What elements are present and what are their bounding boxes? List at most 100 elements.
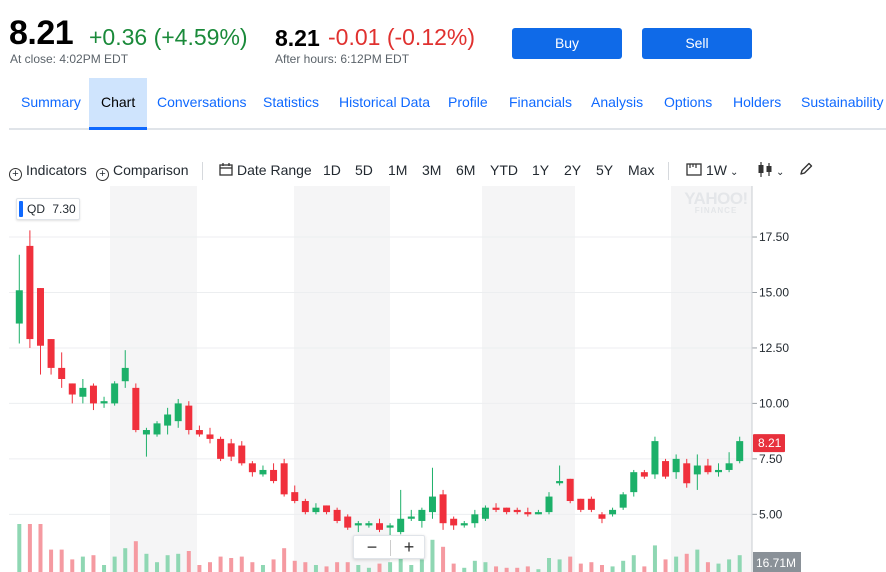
chart-type-dropdown[interactable]: ⌄ bbox=[757, 162, 784, 178]
last-price-tag bbox=[753, 434, 785, 453]
volume-bar bbox=[377, 563, 382, 572]
range-1d[interactable]: 1D bbox=[323, 162, 341, 178]
draw-tool-button[interactable] bbox=[799, 162, 813, 179]
candle-body bbox=[206, 434, 214, 439]
comparison-button[interactable]: + Comparison bbox=[96, 162, 188, 181]
volume-bar bbox=[260, 565, 265, 572]
range-5d[interactable]: 5D bbox=[355, 162, 373, 178]
volume-bar bbox=[652, 545, 657, 572]
candle-body bbox=[333, 509, 341, 521]
tab-financials[interactable]: Financials bbox=[509, 94, 573, 110]
last-price-value: 8.21 bbox=[758, 436, 782, 450]
volume-bar bbox=[578, 563, 583, 572]
buy-button[interactable]: Buy bbox=[512, 28, 622, 59]
volume-bar bbox=[239, 556, 244, 572]
volume-bar bbox=[515, 567, 520, 572]
volume-bar bbox=[642, 566, 647, 572]
candle-body bbox=[248, 463, 256, 473]
candle-body bbox=[428, 496, 436, 513]
chevron-down-icon: ⌄ bbox=[730, 167, 739, 178]
candle-body bbox=[513, 509, 521, 513]
volume-value: 16.71M bbox=[756, 556, 796, 570]
volume-bar bbox=[207, 562, 212, 572]
y-tick-label: 12.50 bbox=[759, 341, 789, 355]
volume-bar bbox=[366, 567, 371, 572]
tab-conversations[interactable]: Conversations bbox=[157, 94, 247, 110]
volume-bar bbox=[494, 566, 499, 572]
candle-body bbox=[471, 514, 479, 524]
volume-bar bbox=[451, 563, 456, 572]
date-range-label: Date Range bbox=[237, 162, 312, 178]
range-max[interactable]: Max bbox=[628, 162, 655, 178]
price-chart[interactable]: 5.00 7.50 10.00 12.50 15.00 17.50 8.21 16.71M Y… bbox=[0, 186, 886, 572]
range-6m[interactable]: 6M bbox=[456, 162, 476, 178]
toolbar-divider bbox=[668, 162, 669, 180]
candle-body bbox=[100, 401, 108, 404]
tab-options[interactable]: Options bbox=[664, 94, 713, 110]
candle-body bbox=[672, 458, 680, 473]
candle-body bbox=[736, 441, 744, 462]
volume-bar bbox=[345, 562, 350, 572]
tab-profile[interactable]: Profile bbox=[448, 94, 488, 110]
interval-label: 1W bbox=[706, 162, 727, 178]
tab-analysis[interactable]: Analysis bbox=[591, 94, 644, 110]
candle-body bbox=[195, 430, 203, 435]
calendar-icon bbox=[219, 163, 233, 176]
zoom-divider bbox=[390, 540, 391, 556]
range-5y[interactable]: 5Y bbox=[596, 162, 614, 178]
volume-bar bbox=[536, 569, 541, 572]
y-tick-label: 17.50 bbox=[759, 230, 789, 244]
candle-body bbox=[662, 461, 670, 477]
candle-body bbox=[68, 383, 76, 395]
candle-body bbox=[365, 523, 373, 526]
volume-bar bbox=[430, 539, 435, 572]
range-2y[interactable]: 2Y bbox=[564, 162, 582, 178]
tab-sustainability[interactable]: Sustainability bbox=[801, 94, 884, 110]
candle-body bbox=[439, 494, 447, 524]
candlestick-icon bbox=[758, 162, 772, 177]
volume-bar bbox=[705, 562, 710, 572]
volume-bar bbox=[727, 559, 732, 572]
candle-body bbox=[376, 523, 383, 530]
quote-header: 8.21 +0.36 (+4.59%) At close: 4:02PM EDT… bbox=[0, 0, 886, 76]
volume-bar bbox=[155, 562, 160, 572]
candle-body bbox=[683, 463, 691, 484]
tab-holders[interactable]: Holders bbox=[733, 94, 782, 110]
volume-bar bbox=[250, 562, 255, 572]
candle-body bbox=[121, 367, 129, 382]
interval-dropdown[interactable]: 1W ⌄ bbox=[686, 162, 738, 178]
volume-bar bbox=[483, 562, 488, 572]
volume-bar bbox=[229, 558, 234, 572]
indicators-button[interactable]: + Indicators bbox=[9, 162, 87, 181]
volume-bar bbox=[695, 549, 700, 572]
candle-body bbox=[651, 441, 659, 475]
candle-body bbox=[725, 463, 733, 470]
candlestick-chart[interactable]: 5.00 7.50 10.00 12.50 15.00 17.50 8.21 16.71M bbox=[0, 186, 886, 572]
volume-bar bbox=[525, 566, 530, 572]
tab-chart[interactable]: Chart bbox=[89, 78, 148, 130]
y-tick-label: 5.00 bbox=[759, 507, 783, 521]
range-ytd[interactable]: YTD bbox=[490, 162, 518, 178]
volume-bar bbox=[313, 565, 318, 572]
candle-body bbox=[238, 445, 246, 464]
range-1y[interactable]: 1Y bbox=[532, 162, 550, 178]
volume-bar bbox=[186, 551, 191, 572]
candle-body bbox=[354, 523, 362, 526]
zoom-out-button[interactable]: − bbox=[366, 537, 378, 557]
volume-bar bbox=[684, 553, 689, 572]
sell-button[interactable]: Sell bbox=[642, 28, 752, 59]
range-1m[interactable]: 1M bbox=[388, 162, 408, 178]
tab-summary[interactable]: Summary bbox=[21, 94, 81, 110]
tab-historical-data[interactable]: Historical Data bbox=[339, 94, 431, 110]
candle-body bbox=[15, 290, 23, 324]
volume-bar bbox=[356, 565, 361, 572]
series-label[interactable]: QD 7.30 bbox=[16, 198, 80, 220]
candle-body bbox=[79, 387, 87, 397]
tab-statistics[interactable]: Statistics bbox=[263, 94, 320, 110]
candle-body bbox=[503, 507, 511, 513]
date-range-button[interactable]: Date Range bbox=[219, 162, 312, 178]
zoom-in-button[interactable]: + bbox=[403, 537, 415, 557]
volume-bar bbox=[388, 562, 393, 572]
range-3m[interactable]: 3M bbox=[422, 162, 442, 178]
period-band bbox=[294, 186, 390, 572]
